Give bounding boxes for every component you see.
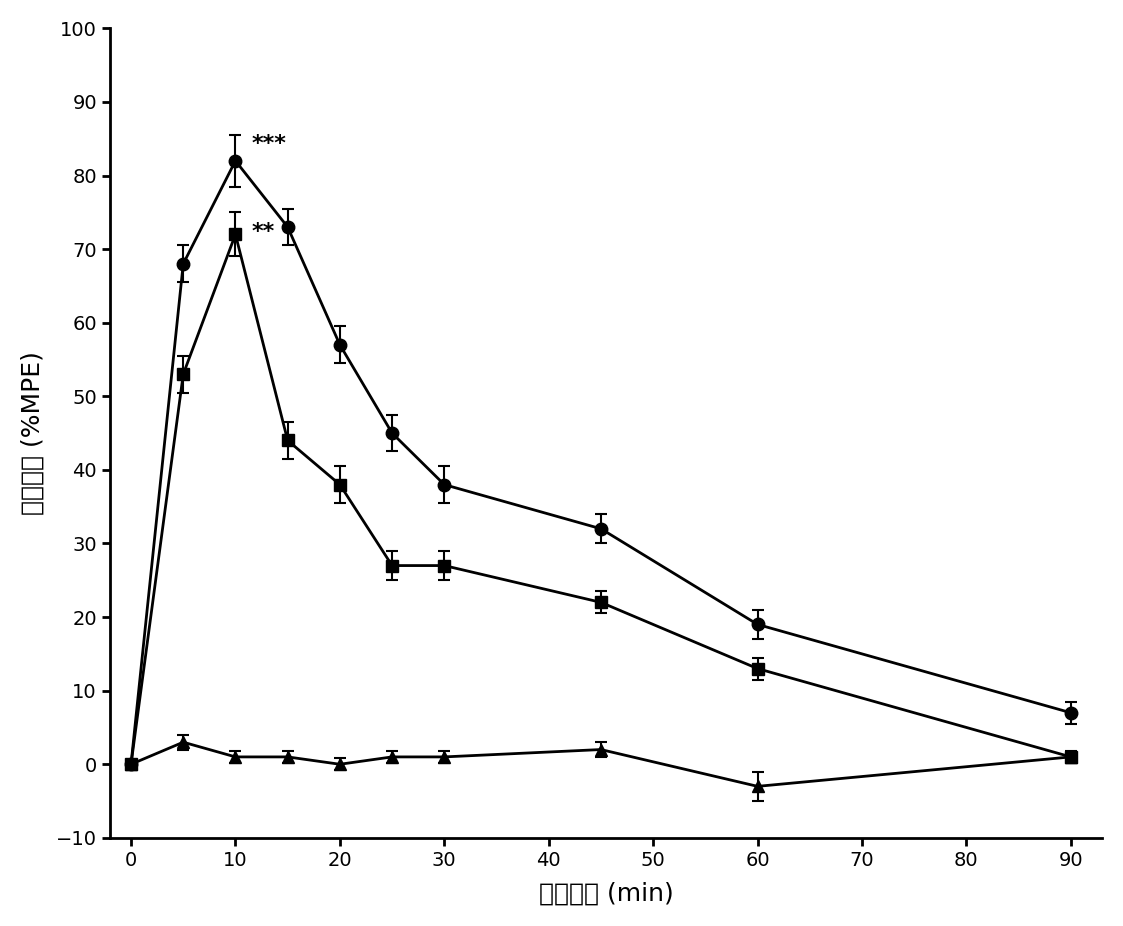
Text: ***: *** [252,133,286,154]
Text: **: ** [252,222,274,242]
X-axis label: 测量时间 (min): 测量时间 (min) [539,882,674,906]
Y-axis label: 镇痛活性 (%MPE): 镇痛活性 (%MPE) [21,351,45,515]
